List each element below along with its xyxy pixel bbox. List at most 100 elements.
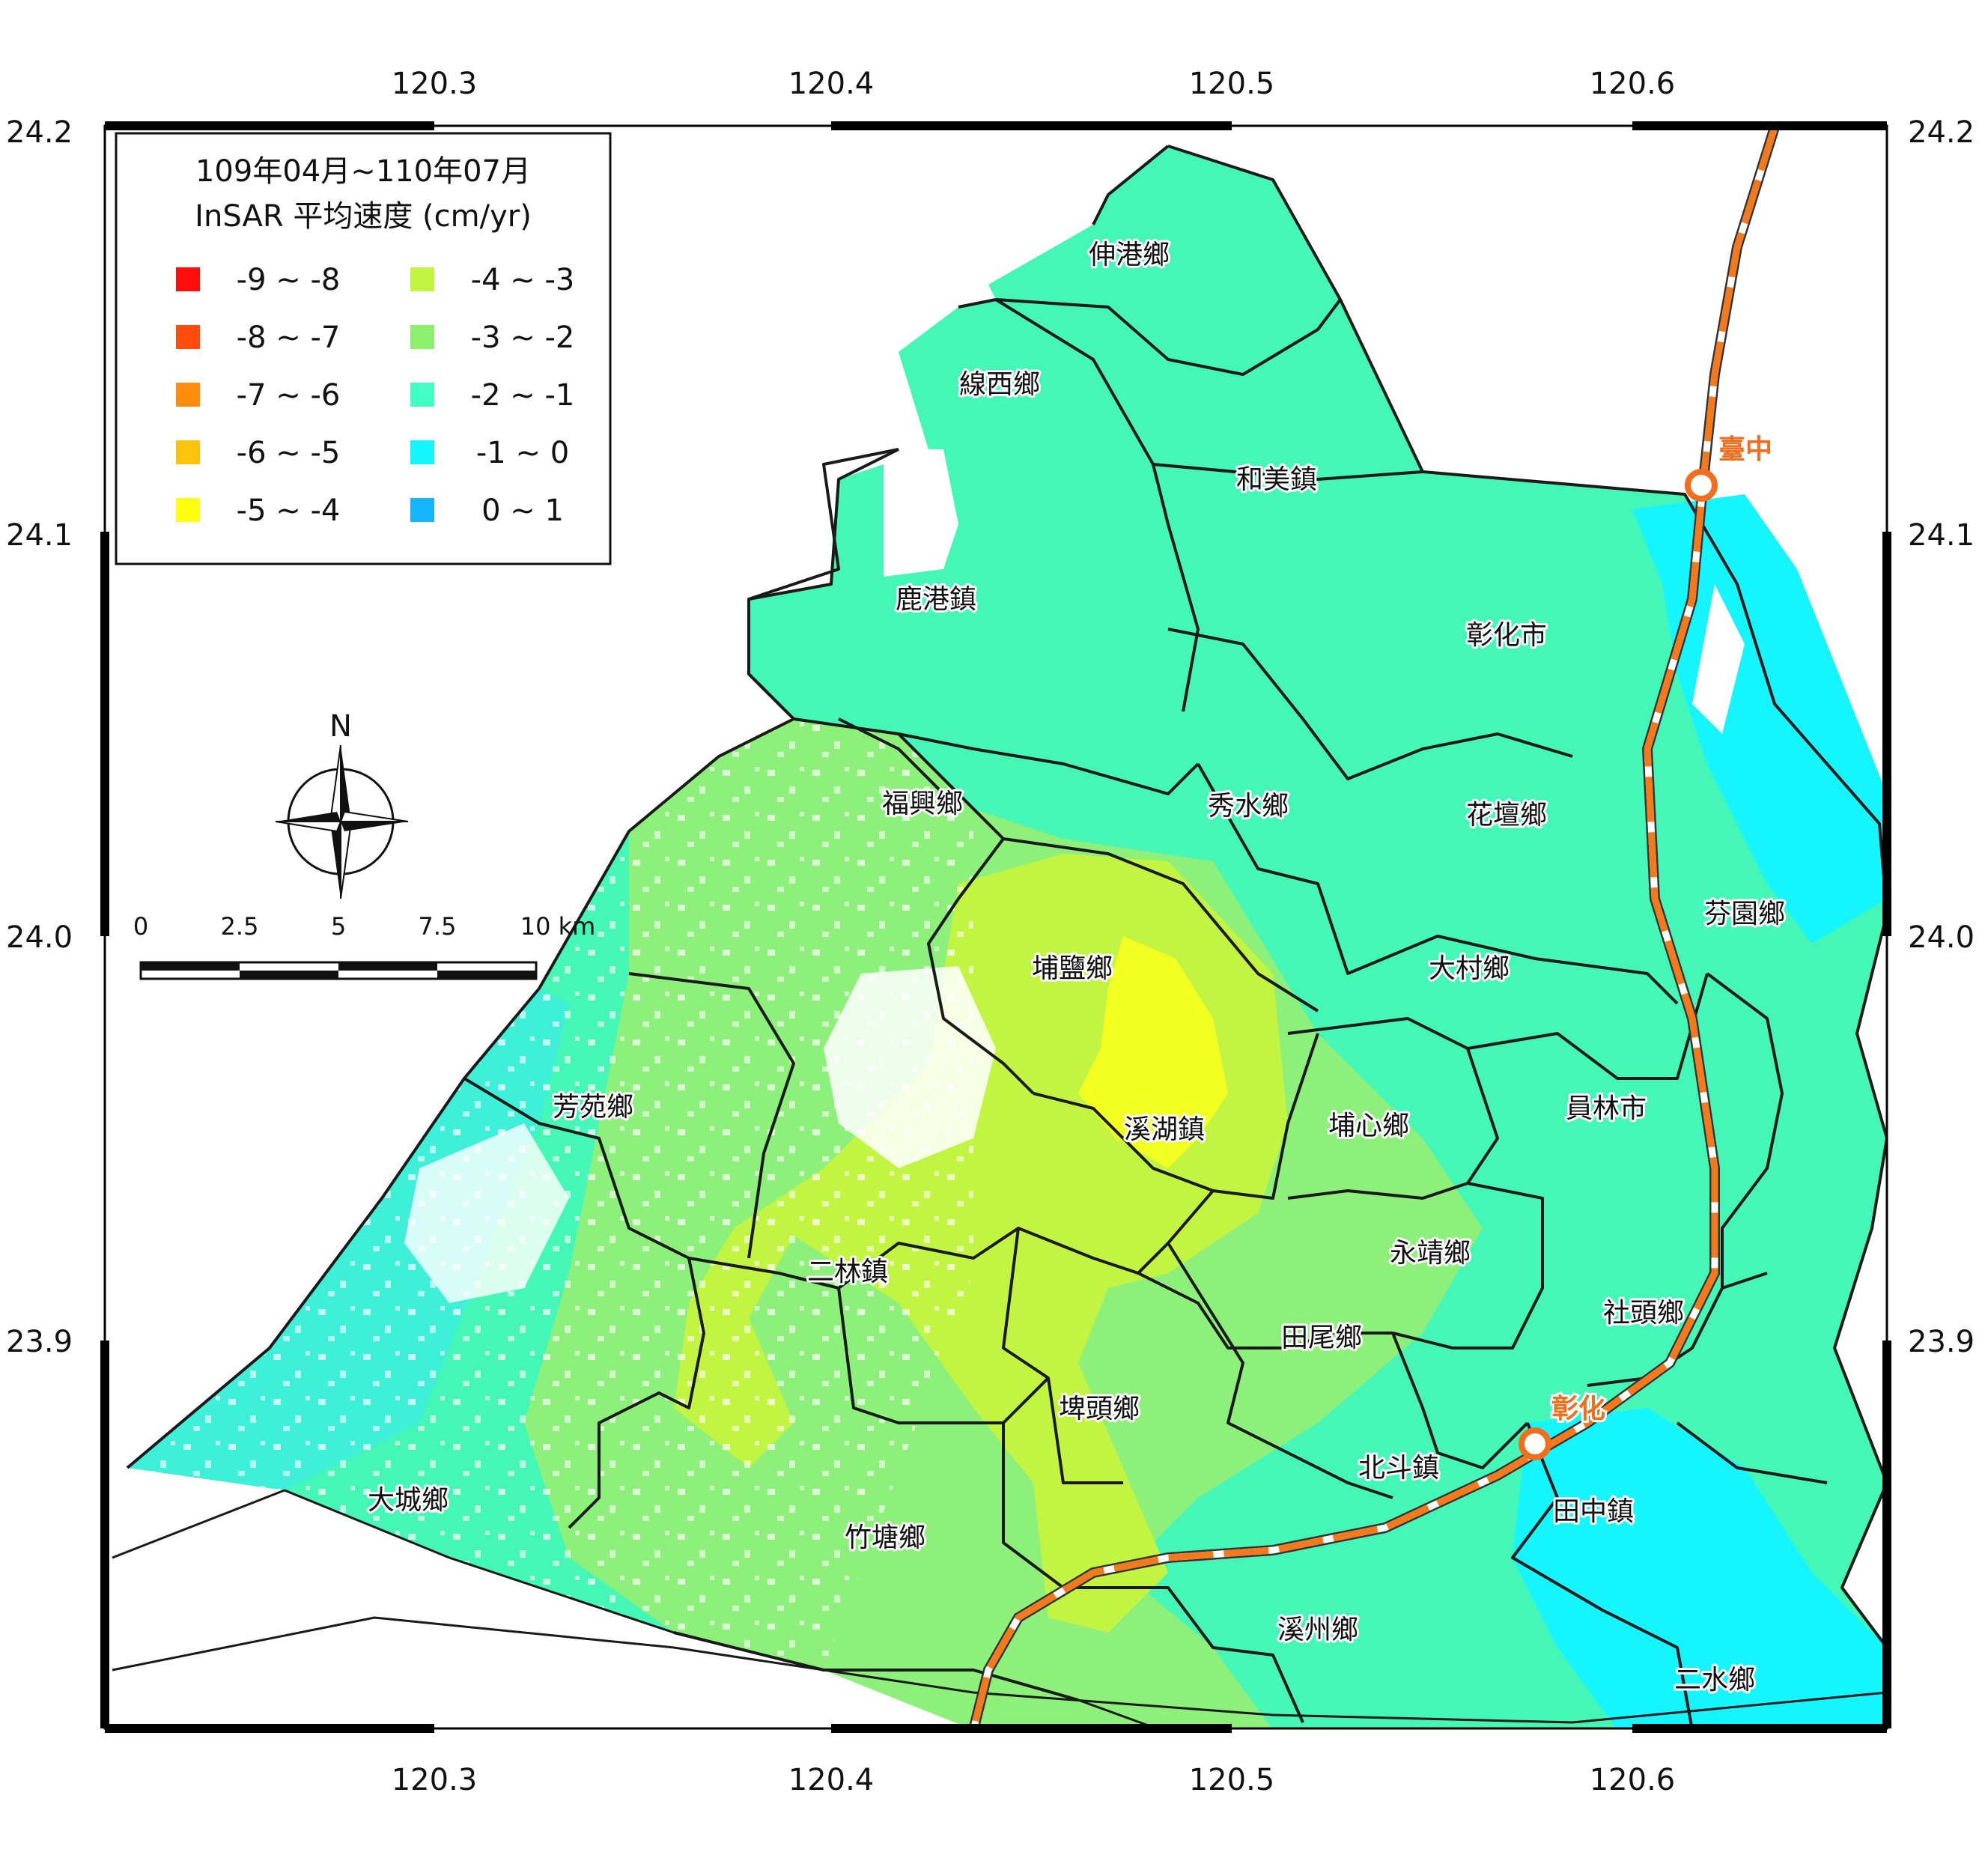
township-label: 二林鎮	[807, 1257, 888, 1287]
zone-minus1-0-east	[1632, 494, 1887, 944]
legend-label: -4 ~ -3	[471, 263, 575, 297]
township-label: 大村鄉	[1429, 953, 1510, 984]
lon-tick-label: 120.6	[1590, 1763, 1676, 1797]
map-frame	[100, 121, 1891, 1733]
township-label: 芬園鄉	[1704, 899, 1785, 929]
township-labels: 伸港鄉 線西鄉 和美鎮 鹿港鎮 彰化市 福興鄉 秀水鄉 花壇鄉 芬園鄉 埔鹽鄉 …	[365, 237, 1787, 1698]
township-label: 福興鄉	[882, 789, 963, 819]
township-label: 社頭鄉	[1603, 1298, 1684, 1329]
railway	[968, 126, 1780, 1728]
station-label: 臺中	[1718, 434, 1772, 465]
legend-label: -5 ~ -4	[237, 494, 341, 528]
legend-swatch	[176, 440, 200, 464]
lon-ticks-bottom: 120.3 120.4 120.5 120.6	[392, 1763, 1676, 1797]
legend-label: 0 ~ 1	[481, 494, 564, 528]
station-icon	[1519, 1427, 1551, 1460]
township-label: 田中鎮	[1553, 1496, 1634, 1527]
township-label: 北斗鎮	[1358, 1453, 1439, 1484]
legend-swatch	[176, 498, 200, 522]
legend-swatch	[410, 498, 434, 522]
township-label: 埤頭鄉	[1059, 1394, 1140, 1424]
township-label: 溪州鄉	[1277, 1615, 1358, 1645]
lon-tick-label: 120.6	[1590, 67, 1676, 101]
township-label: 秀水鄉	[1208, 791, 1289, 822]
scalebar-segment	[141, 962, 240, 971]
legend-swatch	[410, 325, 434, 349]
lat-tick-label: 24.0	[1908, 920, 1975, 955]
lat-tick-label: 23.9	[1908, 1325, 1975, 1359]
south-bank	[112, 1616, 1887, 1724]
legend-swatch	[410, 267, 434, 291]
township-label: 二水鄉	[1674, 1665, 1755, 1695]
scalebar-label: 7.5	[419, 912, 457, 941]
legend-label: -7 ~ -6	[237, 378, 341, 413]
station-changhua: 彰化	[1519, 1391, 1608, 1460]
township-label: 田尾鄉	[1281, 1323, 1362, 1353]
legend-swatch	[176, 267, 200, 291]
legend-items: -9 ~ -8 -8 ~ -7 -7 ~ -6 -6 ~ -5 -5 ~ -4 -4 ~ …	[176, 263, 574, 528]
township-label: 伸港鄉	[1089, 240, 1170, 270]
scalebar-label: 2.5	[221, 912, 259, 941]
township-label: 大城鄉	[368, 1485, 449, 1516]
township-label: 和美鎮	[1236, 464, 1317, 495]
scalebar-label: 5	[331, 912, 346, 941]
legend-label: -2 ~ -1	[471, 378, 575, 413]
lat-ticks-left: 24.2 24.1 24.0 23.9	[6, 115, 73, 1359]
legend-label: -8 ~ -7	[237, 321, 341, 355]
legend: 109年04月~110年07月 InSAR 平均速度 (cm/yr) -9 ~ …	[115, 132, 612, 565]
scalebar-segment	[437, 971, 536, 979]
station-label: 彰化	[1551, 1394, 1605, 1424]
scalebar-segment	[240, 971, 338, 979]
lon-tick-label: 120.3	[392, 67, 478, 101]
lon-tick-label: 120.4	[788, 1763, 875, 1797]
lon-ticks-top: 120.3 120.4 120.5 120.6	[392, 67, 1676, 101]
lon-tick-label: 120.4	[788, 67, 875, 101]
township-label: 彰化市	[1466, 620, 1547, 651]
void-erlin	[824, 966, 996, 1168]
scalebar-label: 0	[133, 912, 148, 941]
lon-tick-label: 120.5	[1189, 1763, 1275, 1797]
compass-rose-icon	[275, 744, 409, 899]
township-label: 溪湖鎮	[1124, 1114, 1205, 1145]
legend-label: -3 ~ -2	[471, 321, 575, 355]
lat-tick-label: 24.1	[6, 518, 73, 553]
township-label: 埔心鄉	[1328, 1111, 1409, 1141]
scale-bar: 0 2.5 5 7.5 10 km	[133, 912, 596, 980]
station-taichung: 臺中	[1685, 432, 1775, 502]
legend-swatch	[410, 440, 434, 464]
legend-swatch	[176, 325, 200, 349]
legend-swatch	[410, 383, 434, 407]
north-arrow: N	[275, 709, 409, 899]
township-boundaries	[126, 145, 1887, 1728]
township-label: 鹿港鎮	[896, 584, 976, 615]
legend-label: -9 ~ -8	[237, 263, 341, 297]
lat-tick-label: 24.2	[6, 115, 73, 150]
zone-minus1-0-southeast	[1513, 1408, 1887, 1728]
scalebar-segment	[338, 962, 437, 971]
zhuoshui-river-bank	[112, 1489, 1160, 1728]
lat-tick-label: 24.1	[1908, 518, 1975, 553]
township-label: 芳苑鄉	[553, 1092, 633, 1123]
scalebar-label: 10 km	[520, 912, 596, 941]
township-label: 竹塘鄉	[845, 1523, 925, 1553]
lon-tick-label: 120.5	[1189, 67, 1275, 101]
legend-label: -1 ~ 0	[476, 436, 569, 470]
legend-label: -6 ~ -5	[237, 436, 341, 470]
lat-tick-label: 24.0	[6, 920, 73, 955]
lat-tick-label: 24.2	[1908, 115, 1975, 150]
township-label: 線西鄉	[959, 369, 1040, 400]
void-harbor	[884, 449, 958, 577]
station-icon	[1685, 469, 1718, 502]
township-label: 員林市	[1566, 1093, 1647, 1124]
legend-title-line2: InSAR 平均速度 (cm/yr)	[195, 199, 532, 234]
lat-tick-label: 23.9	[6, 1325, 73, 1359]
township-label: 花壇鄉	[1466, 800, 1547, 831]
void-east	[1692, 584, 1745, 734]
lat-ticks-right: 24.2 24.1 24.0 23.9	[1908, 115, 1975, 1359]
legend-swatch	[176, 383, 200, 407]
north-label: N	[329, 709, 352, 744]
void-west-coast	[404, 1123, 569, 1303]
zone-minus5-minus4	[1078, 936, 1228, 1168]
map-body	[112, 126, 1887, 1728]
